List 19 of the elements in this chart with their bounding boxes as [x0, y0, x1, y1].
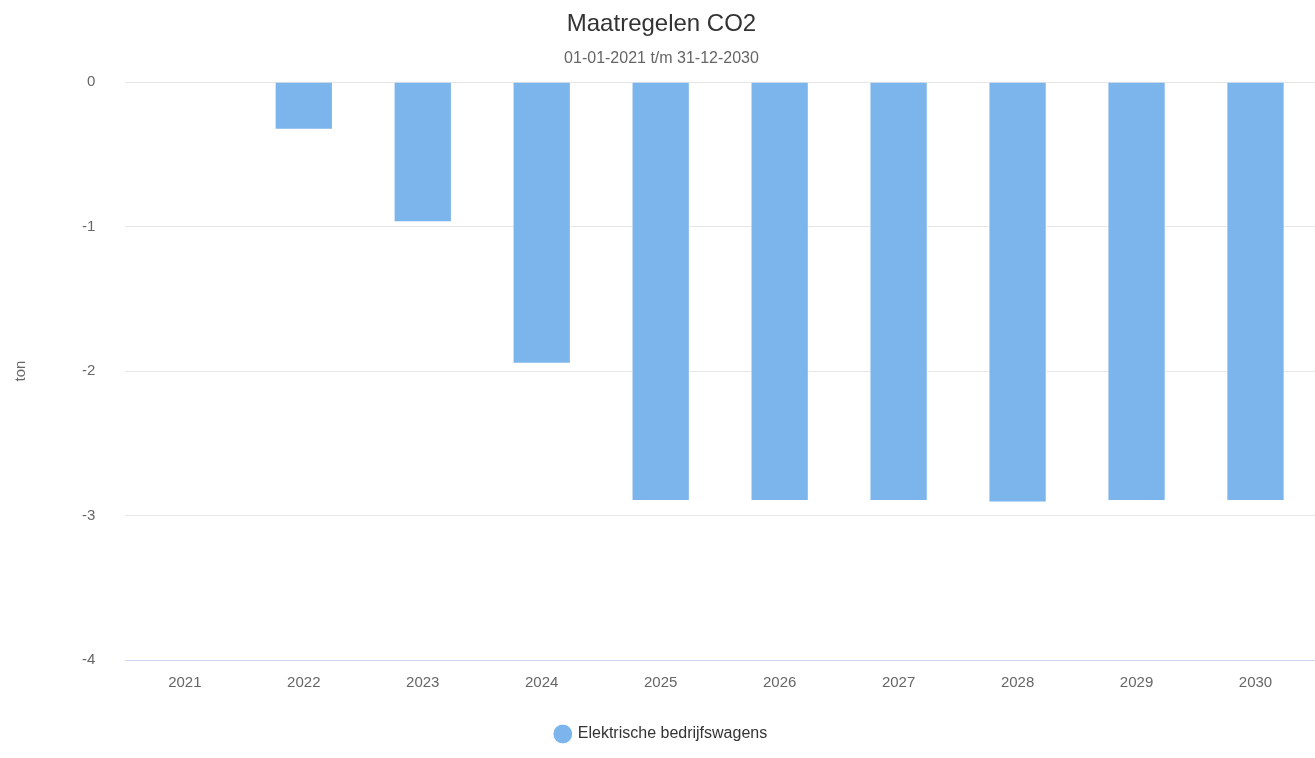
x-tick-label: 2023	[406, 673, 440, 691]
x-tick-label: 2022	[287, 673, 321, 691]
x-tick-label: 2027	[881, 673, 916, 691]
legend-label: Elektrische bedrijfswagens	[577, 724, 768, 742]
y-tick-label: -1	[81, 216, 96, 234]
x-tick-label: 2030	[1238, 673, 1273, 691]
y-tick-label: -2	[81, 361, 96, 379]
chart-subtitle: 01-01-2021 t/m 31-12-2030	[564, 48, 759, 66]
y-tick-label: 0	[86, 72, 96, 90]
x-tick-label: 2024	[525, 673, 559, 691]
x-tick-label: 2029	[1119, 673, 1154, 691]
x-tick-label: 2028	[1000, 673, 1035, 691]
x-tick-label: 2021	[168, 673, 202, 691]
x-tick-label: 2025	[644, 673, 678, 691]
y-tick-label: -3	[81, 505, 96, 523]
chart-title: Maatregelen CO2	[566, 9, 757, 37]
y-axis-title: ton	[11, 360, 29, 382]
x-tick-label: 2026	[762, 673, 797, 691]
y-tick-label: -4	[81, 650, 96, 668]
